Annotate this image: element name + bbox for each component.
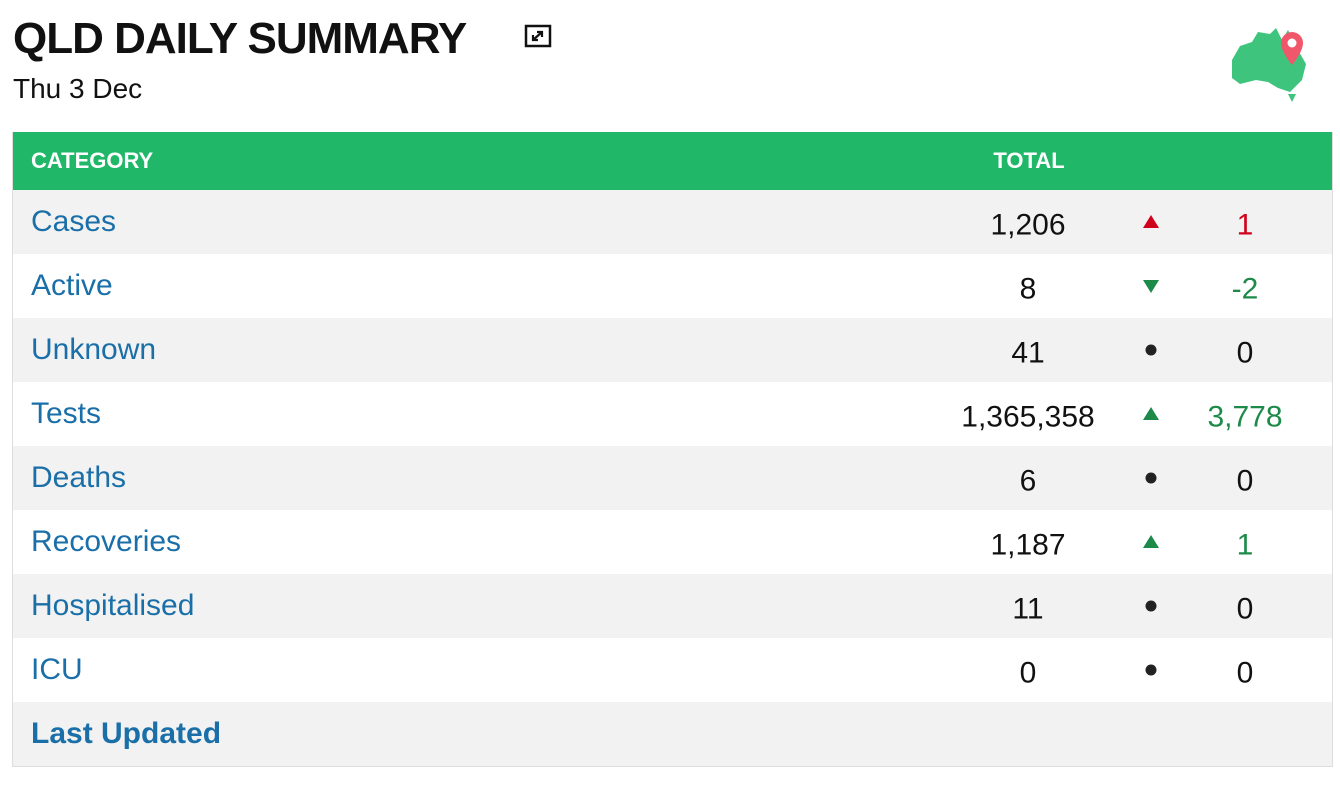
no-change-dot [1145, 600, 1157, 612]
table-row: Unknown 41 0 [13, 318, 1332, 382]
trend-indicator [1145, 344, 1157, 356]
trend-indicator [1145, 472, 1157, 484]
trend-indicator [1145, 600, 1157, 612]
total-value: 0 [1019, 656, 1037, 690]
no-change-dot [1145, 472, 1157, 484]
total-value: 6 [1019, 464, 1037, 498]
total-value: 41 [1011, 336, 1045, 370]
up-arrow [1143, 215, 1159, 228]
table-row: Hospitalised 11 0 [13, 574, 1332, 638]
last-updated[interactable]: Last Updated [31, 717, 222, 750]
category-link[interactable]: Hospitalised [31, 589, 195, 622]
category-link[interactable]: Active [31, 269, 113, 302]
trend-indicator [1143, 280, 1159, 293]
change-value: 0 [1236, 464, 1254, 498]
table-body: Cases 1,206 1 Active 8 -2 Unknown 41 0 Tests 1,365… [13, 190, 1332, 766]
table-row: ICU 0 0 [13, 638, 1332, 702]
trend-indicator [1143, 535, 1159, 548]
change-value: 0 [1236, 592, 1254, 626]
table-row: Deaths 6 0 [13, 446, 1332, 510]
category-link[interactable]: Deaths [31, 461, 127, 494]
change-value: 1 [1236, 528, 1254, 562]
column-header: CATEGORY [31, 148, 154, 173]
category-link[interactable]: ICU [31, 653, 83, 686]
australia-icon [1232, 28, 1306, 102]
no-change-dot [1145, 344, 1157, 356]
category-link[interactable]: Cases [31, 205, 117, 238]
trend-indicator [1143, 215, 1159, 228]
up-arrow [1143, 535, 1159, 548]
total-value: 1,206 [990, 208, 1066, 242]
title: QLD DAILY SUMMARY [13, 14, 467, 63]
total-value: 1,187 [990, 528, 1066, 562]
no-change-dot [1145, 664, 1157, 676]
expand-icon[interactable] [524, 24, 552, 48]
change-value: -2 [1231, 272, 1259, 306]
table-row: Last Updated [13, 702, 1332, 766]
category-link[interactable]: Tests [31, 397, 102, 430]
change-value: 0 [1236, 336, 1254, 370]
table-header: CATEGORY TOTAL [13, 132, 1332, 190]
down-arrow [1143, 280, 1159, 293]
change-value: 0 [1236, 656, 1254, 690]
category-link[interactable]: Recoveries [31, 525, 182, 558]
table-row: Recoveries 1,187 1 [13, 510, 1332, 574]
trend-indicator [1145, 664, 1157, 676]
up-arrow [1143, 407, 1159, 420]
change-value: 1 [1236, 208, 1254, 242]
total-value: 8 [1019, 272, 1037, 306]
table-row: Cases 1,206 1 [13, 190, 1332, 254]
summary-table: CATEGORY TOTAL Cases 1,206 1 Active 8 -2 Unkno… [12, 132, 1333, 767]
change-value: 3,778 [1207, 400, 1283, 434]
column-header: TOTAL [993, 148, 1065, 173]
trend-indicator [1143, 407, 1159, 420]
table-row: Tests 1,365,358 3,778 [13, 382, 1332, 446]
total-value: 1,365,358 [961, 400, 1095, 434]
table-row: Active 8 -2 [13, 254, 1332, 318]
category-link[interactable]: Unknown [31, 333, 157, 366]
date: Thu 3 Dec [13, 73, 143, 104]
total-value: 11 [1012, 592, 1044, 626]
